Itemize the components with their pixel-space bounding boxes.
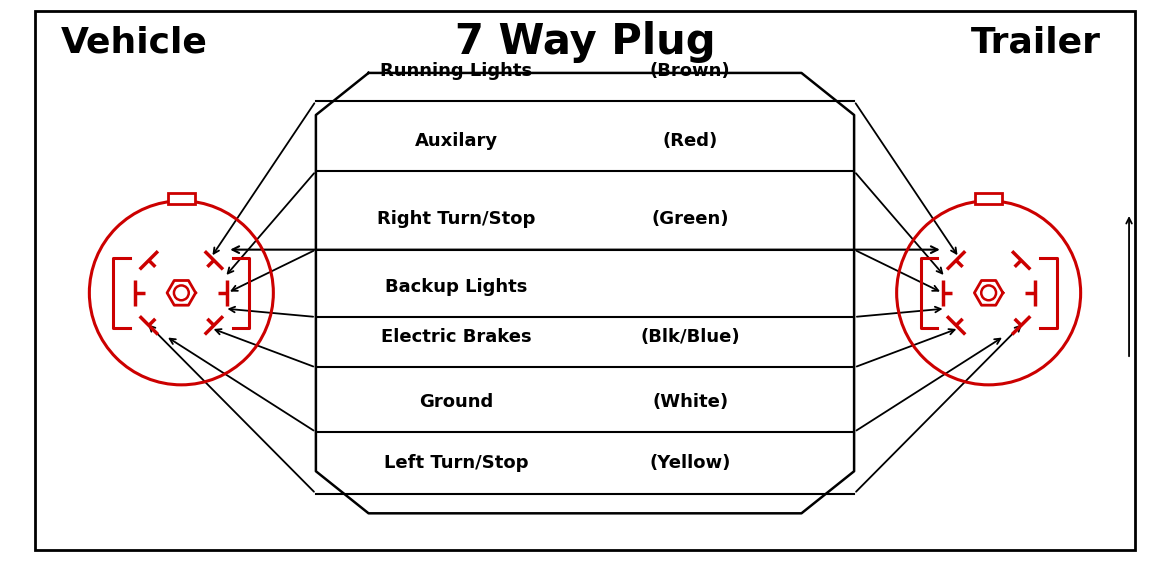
Text: (Green): (Green) — [652, 210, 729, 228]
FancyBboxPatch shape — [167, 193, 195, 204]
Text: Running Lights: Running Lights — [380, 62, 532, 80]
Text: (Yellow): (Yellow) — [649, 454, 731, 472]
Text: 7 Way Plug: 7 Way Plug — [455, 21, 715, 63]
Text: Backup Lights: Backup Lights — [385, 278, 528, 296]
Text: Right Turn/Stop: Right Turn/Stop — [377, 210, 536, 228]
Text: Electric Brakes: Electric Brakes — [381, 328, 531, 346]
Text: Vehicle: Vehicle — [61, 25, 208, 59]
Text: (Red): (Red) — [662, 132, 718, 150]
Text: (White): (White) — [652, 393, 729, 411]
Text: (Blk/Blue): (Blk/Blue) — [640, 328, 741, 346]
Text: Trailer: Trailer — [970, 25, 1101, 59]
Text: Ground: Ground — [419, 393, 494, 411]
FancyBboxPatch shape — [975, 193, 1003, 204]
Text: Auxilary: Auxilary — [414, 132, 498, 150]
Text: Left Turn/Stop: Left Turn/Stop — [384, 454, 529, 472]
Text: (Brown): (Brown) — [651, 62, 730, 80]
